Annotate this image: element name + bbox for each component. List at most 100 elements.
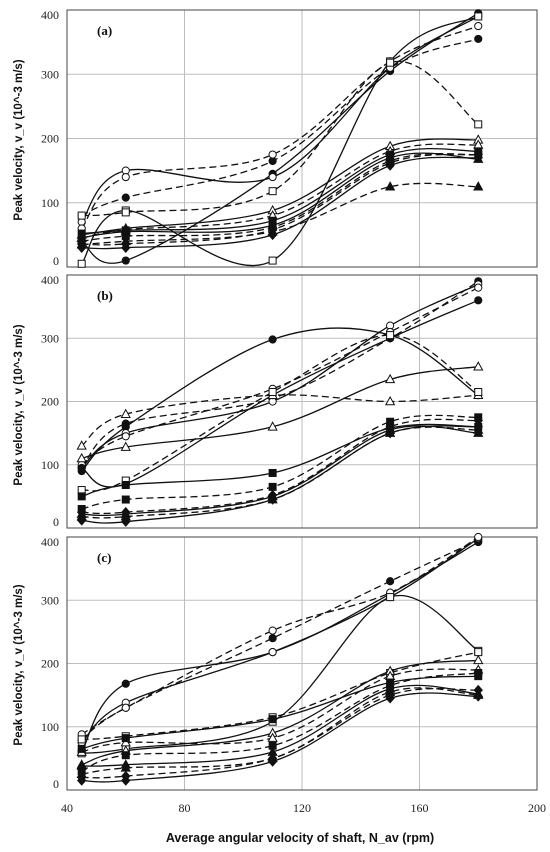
data-point	[121, 193, 130, 202]
y-axis-label-c: Peak velocity, v_v (10^-3 m/s)	[13, 584, 25, 745]
series-13	[77, 149, 483, 250]
series-11	[76, 424, 484, 521]
data-point	[385, 689, 395, 701]
series-line	[81, 366, 479, 460]
data-point	[268, 388, 277, 397]
data-point	[384, 395, 396, 406]
data-point	[77, 506, 87, 518]
data-point	[384, 373, 396, 384]
data-point	[474, 648, 483, 657]
data-point	[474, 532, 483, 542]
y-tick-label: 200	[41, 132, 59, 146]
y-tick-label: 300	[41, 67, 59, 81]
series-line	[81, 539, 479, 740]
data-point	[121, 516, 131, 527]
data-point	[268, 648, 277, 657]
data-point	[474, 296, 483, 305]
data-point	[121, 419, 130, 428]
y-tick-label: 400	[41, 8, 59, 22]
data-point	[268, 335, 277, 344]
data-point	[473, 361, 484, 371]
series-line	[81, 418, 479, 515]
data-point	[77, 238, 87, 250]
series-6	[76, 654, 484, 769]
data-point	[385, 157, 395, 169]
data-point	[76, 452, 87, 463]
series-13	[77, 684, 483, 783]
plot-frame	[66, 9, 538, 268]
data-point	[473, 421, 483, 433]
y-tick-label: 0	[53, 777, 59, 791]
y-tick-label: 0	[53, 254, 59, 268]
series-line	[81, 334, 479, 492]
data-point	[267, 224, 278, 235]
y-tick-label: 400	[41, 273, 59, 287]
series-5	[77, 58, 483, 220]
data-point	[76, 440, 87, 450]
data-point	[120, 408, 131, 418]
data-point	[121, 238, 131, 250]
data-point	[473, 691, 483, 702]
series-12	[77, 691, 483, 786]
series-8	[77, 672, 483, 753]
series-0	[77, 9, 483, 265]
plot-frame	[66, 536, 538, 791]
data-point	[385, 427, 395, 439]
data-point	[77, 772, 87, 783]
data-point	[77, 492, 86, 501]
series-line	[81, 672, 479, 772]
series-2	[77, 534, 483, 747]
data-point	[77, 735, 86, 744]
series-line	[81, 536, 479, 735]
series-line	[81, 25, 479, 229]
data-point	[473, 181, 484, 191]
series-line	[81, 327, 479, 472]
y-tick-label: 100	[41, 458, 59, 472]
series-1	[77, 34, 483, 220]
data-point	[474, 120, 483, 129]
data-point	[386, 593, 395, 602]
data-point	[121, 506, 131, 518]
data-point	[474, 12, 483, 21]
series-line	[81, 299, 479, 488]
series-line	[81, 692, 479, 783]
data-point	[121, 679, 130, 688]
series-10	[77, 147, 483, 238]
series-line	[81, 283, 479, 469]
series-1	[77, 277, 483, 473]
series-line	[81, 541, 479, 753]
data-point	[267, 489, 278, 501]
data-point	[474, 668, 483, 677]
series-line	[81, 537, 479, 744]
series-7	[77, 331, 483, 495]
series-0	[77, 537, 483, 757]
data-point	[121, 172, 130, 182]
data-point	[77, 211, 86, 220]
series-line	[81, 594, 479, 754]
data-point	[268, 150, 277, 159]
data-point	[268, 172, 277, 182]
data-point	[121, 480, 130, 489]
data-point	[474, 34, 483, 44]
data-point	[386, 58, 395, 67]
panel-label: (a)	[97, 23, 112, 38]
series-3	[77, 21, 483, 233]
y-tick-label: 300	[41, 593, 59, 607]
series-4	[77, 296, 483, 488]
data-point	[77, 259, 86, 268]
series-line	[81, 423, 479, 498]
y-tick-label: 100	[41, 720, 59, 734]
data-point	[473, 654, 484, 665]
y-tick-label: 0	[53, 515, 59, 529]
series-2	[77, 280, 483, 473]
series-4	[77, 593, 483, 758]
series-line	[81, 287, 479, 466]
series-line	[81, 147, 479, 235]
y-tick-label: 200	[41, 395, 59, 409]
data-point	[474, 283, 483, 292]
data-point	[120, 441, 131, 451]
data-point	[268, 626, 277, 635]
data-point	[386, 331, 395, 340]
x-tick-label: 80	[179, 801, 191, 815]
